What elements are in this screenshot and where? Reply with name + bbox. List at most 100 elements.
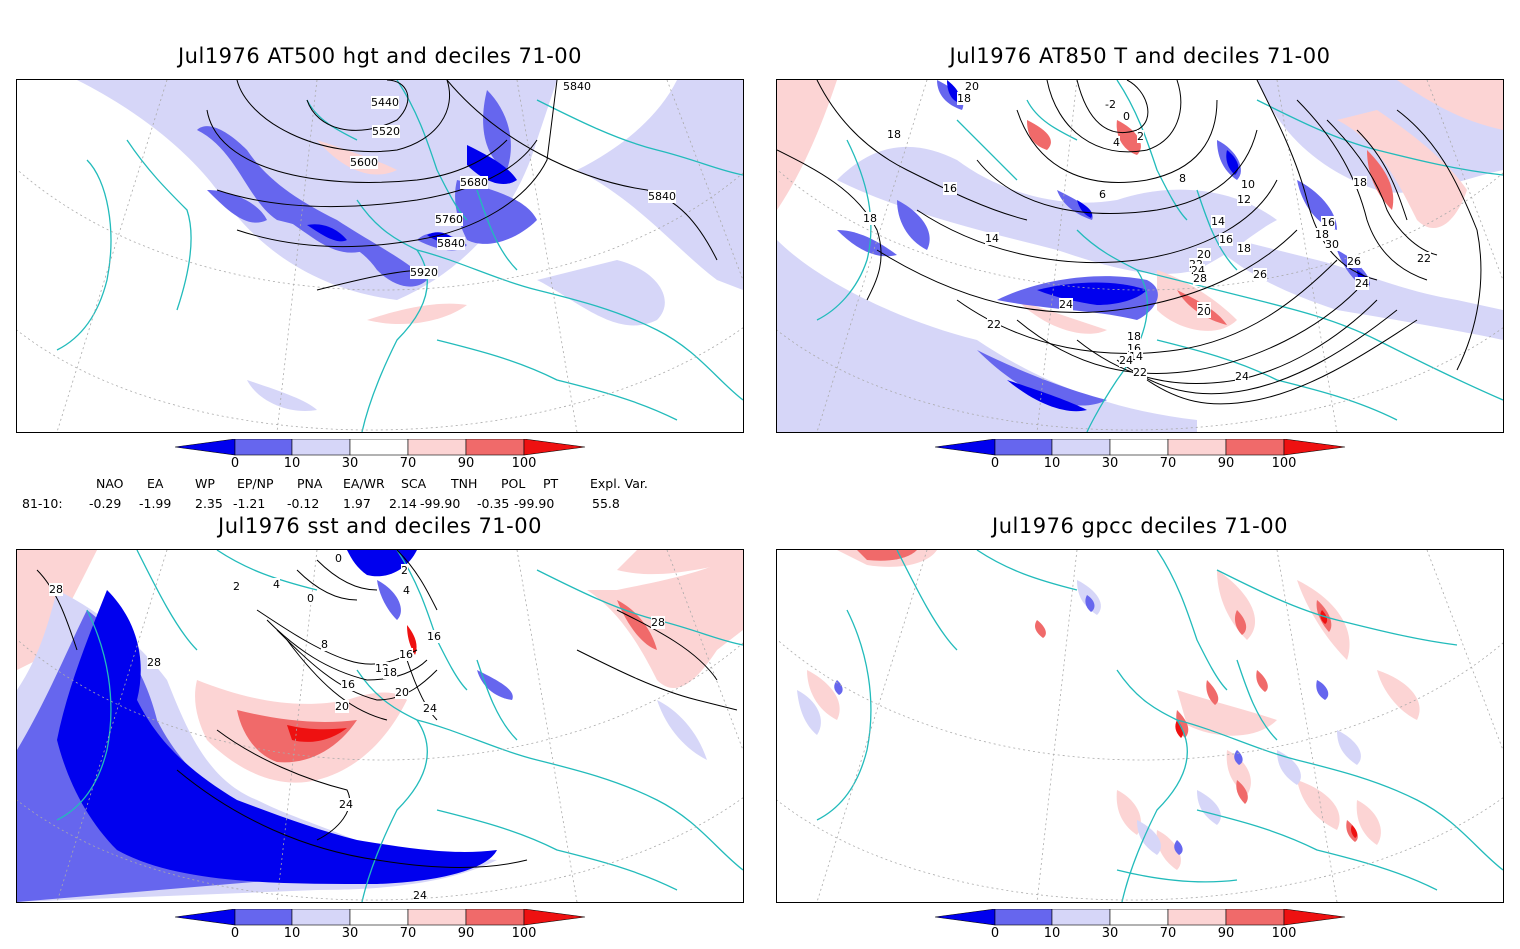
colorbar-tick: 100 (1271, 926, 1297, 941)
contour-label: 5920 (410, 266, 438, 279)
contour-label: 2 (233, 580, 240, 593)
contour-label: 20 (1197, 248, 1211, 261)
colorbar-tick: 30 (341, 926, 359, 941)
colorbar-tick: 30 (1101, 926, 1119, 941)
colorbar-tick: 30 (341, 456, 359, 471)
contour-label: 26 (1253, 268, 1267, 281)
contour-label: 24 (1059, 298, 1073, 311)
contour-label: 16 (1219, 233, 1233, 246)
colorbar-tick: 70 (1159, 926, 1177, 941)
index-value: -1.99 (139, 496, 172, 511)
map-panel-z500: 5440 5520 5600 5680 5760 5840 5920 5840 … (16, 79, 744, 433)
colorbar-tick: 0 (230, 456, 240, 471)
contour-label: 14 (1211, 215, 1225, 228)
index-value: 1.97 (343, 496, 371, 511)
panel-title-t850: Jul1976 AT850 T and deciles 71-00 (949, 44, 1331, 68)
contour-label: 16 (427, 630, 441, 643)
contour-label: 18 (1127, 330, 1141, 343)
colorbar-tick: 0 (990, 926, 1000, 941)
contour-label: 0 (335, 552, 342, 565)
contour-label: 20 (965, 80, 979, 93)
contour-label: 24 (1235, 370, 1249, 383)
index-value: -0.35 (477, 496, 510, 511)
map-panel-gpcc (776, 549, 1504, 903)
contour-label: 20 (335, 700, 349, 713)
contour-label: 30 (1325, 238, 1339, 251)
colorbar-tick: 90 (457, 456, 475, 471)
contour-label: 5840 (563, 80, 591, 93)
contour-label: 5760 (435, 213, 463, 226)
index-value: -1.21 (233, 496, 266, 511)
contour-label: 12 (1237, 193, 1251, 206)
contour-label: 18 (383, 666, 397, 679)
colorbar-tick: 70 (1159, 456, 1177, 471)
colorbar-sst: 0 10 30 70 90 100 (175, 909, 595, 949)
contour-label: 28 (49, 583, 63, 596)
map-panel-sst: 28 28 0 2 4 0 2 4 8 12 16 16 18 20 20 24… (16, 549, 744, 903)
index-header: WP (195, 476, 215, 491)
index-value: -0.12 (287, 496, 320, 511)
index-header: TNH (451, 476, 478, 491)
contour-label: 24 (1119, 354, 1133, 367)
contour-label: 10 (1241, 178, 1255, 191)
contour-label: 16 (341, 678, 355, 691)
map-panel-t850: 20 18 18 16 18 14 -2 0 2 4 6 8 10 12 14 … (776, 79, 1504, 433)
contour-label: 22 (1417, 252, 1431, 265)
index-header: NAO (96, 476, 124, 491)
contour-label: 8 (1179, 172, 1186, 185)
index-value: -0.29 (89, 496, 122, 511)
contour-label: 4 (1113, 136, 1120, 149)
contour-label: 5840 (648, 190, 676, 203)
colorbar-tick: 0 (230, 926, 240, 941)
contour-label: 8 (321, 638, 328, 651)
contour-label: 24 (413, 889, 427, 902)
contour-label: 16 (1321, 216, 1335, 229)
contour-label: 4 (273, 578, 280, 591)
index-header: POL (501, 476, 526, 491)
colorbar-gpcc: 0 10 30 70 90 100 (935, 909, 1355, 949)
colorbar-tick: 90 (1217, 926, 1235, 941)
contour-label: 5680 (460, 176, 488, 189)
panel-title-sst: Jul1976 sst and deciles 71-00 (218, 514, 542, 538)
index-header: Expl. Var. (590, 476, 648, 491)
colorbar-t850: 0 10 30 70 90 100 (935, 439, 1355, 479)
index-value: 2.35 (195, 496, 223, 511)
index-value: 55.8 (592, 496, 620, 511)
contour-label: 24 (339, 798, 353, 811)
contour-label: 5600 (350, 156, 378, 169)
contour-label: 5840 (437, 237, 465, 250)
contour-label: 0 (307, 592, 314, 605)
index-value: -99.90 (514, 496, 555, 511)
colorbar-tick: 100 (511, 456, 537, 471)
index-value: -99.90 (420, 496, 461, 511)
colorbar-tick: 10 (283, 926, 301, 941)
teleconnection-index-table: NAO EA WP EP/NP PNA EA/WR SCA TNH POL PT… (0, 474, 760, 514)
contour-label: 0 (1123, 110, 1130, 123)
contour-label: 16 (399, 648, 413, 661)
contour-label: 22 (987, 318, 1001, 331)
contour-label: 18 (1353, 176, 1367, 189)
contour-label: 18 (1237, 242, 1251, 255)
contour-label: 5440 (371, 96, 399, 109)
contour-label: 18 (887, 128, 901, 141)
index-header: EA/WR (343, 476, 385, 491)
colorbar-tick: 70 (399, 926, 417, 941)
contour-label: 2 (1137, 130, 1144, 143)
contour-label: 18 (863, 212, 877, 225)
contour-label: 20 (395, 686, 409, 699)
contour-label: 24 (423, 702, 437, 715)
index-header: PT (543, 476, 559, 491)
index-header: EP/NP (237, 476, 274, 491)
contour-label: 28 (1193, 272, 1207, 285)
contour-label: 4 (403, 584, 410, 597)
panel-title-z500: Jul1976 AT500 hgt and deciles 71-00 (177, 44, 583, 68)
contour-label: 26 (1347, 255, 1361, 268)
colorbar-tick: 100 (511, 926, 537, 941)
contour-label: 6 (1099, 188, 1106, 201)
contour-label: 5520 (372, 125, 400, 138)
contour-label: 28 (147, 656, 161, 669)
index-row-label: 81-10: (22, 496, 63, 511)
colorbar-tick: 30 (1101, 456, 1119, 471)
colorbar-tick: 10 (1043, 456, 1061, 471)
colorbar-tick: 10 (1043, 926, 1061, 941)
